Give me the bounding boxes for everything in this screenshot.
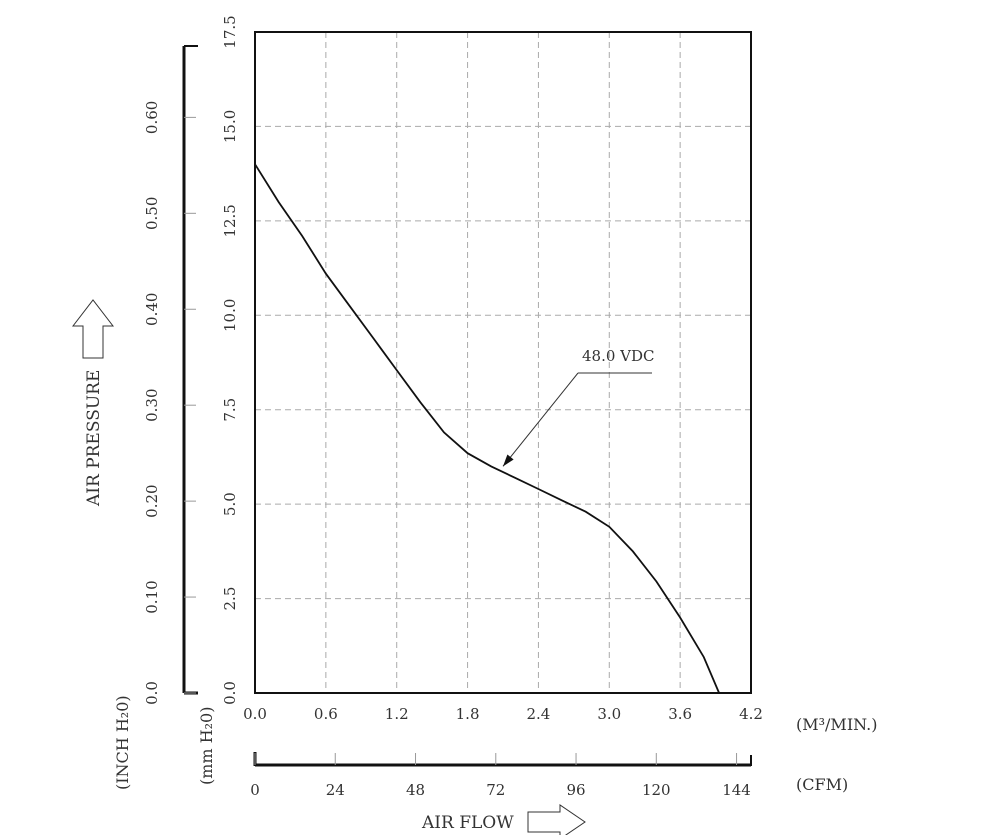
inch-h2o-tick-label: 0.20 [143,484,161,517]
inch-h2o-tick-label: 0.50 [143,197,161,230]
mm-h2o-tick-label: 5.0 [221,492,239,516]
mm-h2o-tick-label: 10.0 [221,299,239,332]
y-axis-direction-arrow [71,299,115,359]
m3-min-tick-label: 0.0 [243,705,267,723]
series-annotation: 48.0 VDC [502,347,655,467]
mm-h2o-tick-label: 15.0 [221,110,239,143]
m3-min-tick-labels: 0.0 0.6 1.2 1.8 2.4 3.0 3.6 4.2 [243,705,763,723]
annotation-arrowhead [503,454,514,467]
cfm-tick-label: 0 [250,781,260,799]
inch-h2o-tick-label: 0.60 [143,101,161,134]
cfm-tick-label: 24 [326,781,345,799]
m3-min-tick-label: 3.6 [668,705,692,723]
cfm-tick-label: 48 [406,781,425,799]
mm-h2o-tick-labels: 0.0 2.5 5.0 7.5 10.0 12.5 15.0 17.5 [221,15,239,705]
inch-h2o-tick-label: 0.0 [143,681,161,705]
cfm-tick-label: 96 [566,781,585,799]
mm-h2o-tick-label: 7.5 [221,398,239,422]
inch-h2o-axis: 0.0 0.10 0.20 0.30 0.40 0.50 0.60 [143,45,198,705]
mm-h2o-tick-label: 2.5 [221,587,239,611]
m3-min-unit-label: (M³/MIN.) [796,715,877,734]
inch-h2o-tick-label: 0.40 [143,293,161,326]
cfm-tick-label: 72 [486,781,505,799]
mm-h2o-tick-label: 17.5 [221,15,239,48]
m3-min-tick-label: 0.6 [314,705,338,723]
y-axis-title: AIR PRESSURE [84,370,104,507]
grid-lines [255,32,751,693]
m3-min-tick-label: 2.4 [526,705,550,723]
cfm-axis: 0 24 48 72 96 120 144 [250,752,752,799]
mm-h2o-tick-label: 12.5 [221,204,239,237]
cfm-tick-label: 144 [722,781,751,799]
mm-h2o-tick-label: 0.0 [221,681,239,705]
m3-min-tick-label: 4.2 [739,705,763,723]
inch-h2o-tick-label: 0.10 [143,580,161,613]
x-axis-direction-arrow [527,804,586,835]
m3-min-tick-label: 1.2 [385,705,409,723]
m3-min-tick-label: 3.0 [597,705,621,723]
inch-h2o-unit-label: (INCH H₂0) [113,695,132,790]
cfm-tick-label: 120 [642,781,671,799]
annotation-label: 48.0 VDC [582,347,655,365]
cfm-unit-label: (CFM) [796,775,848,794]
m3-min-tick-label: 1.8 [456,705,480,723]
plot-frame [254,31,752,694]
series-line-48vdc [254,163,720,694]
annotation-leader-diagonal [502,372,579,467]
mm-h2o-unit-label: (mm H₂0) [197,707,216,785]
x-axis-title: AIR FLOW [421,813,514,833]
inch-h2o-tick-label: 0.30 [143,388,161,421]
